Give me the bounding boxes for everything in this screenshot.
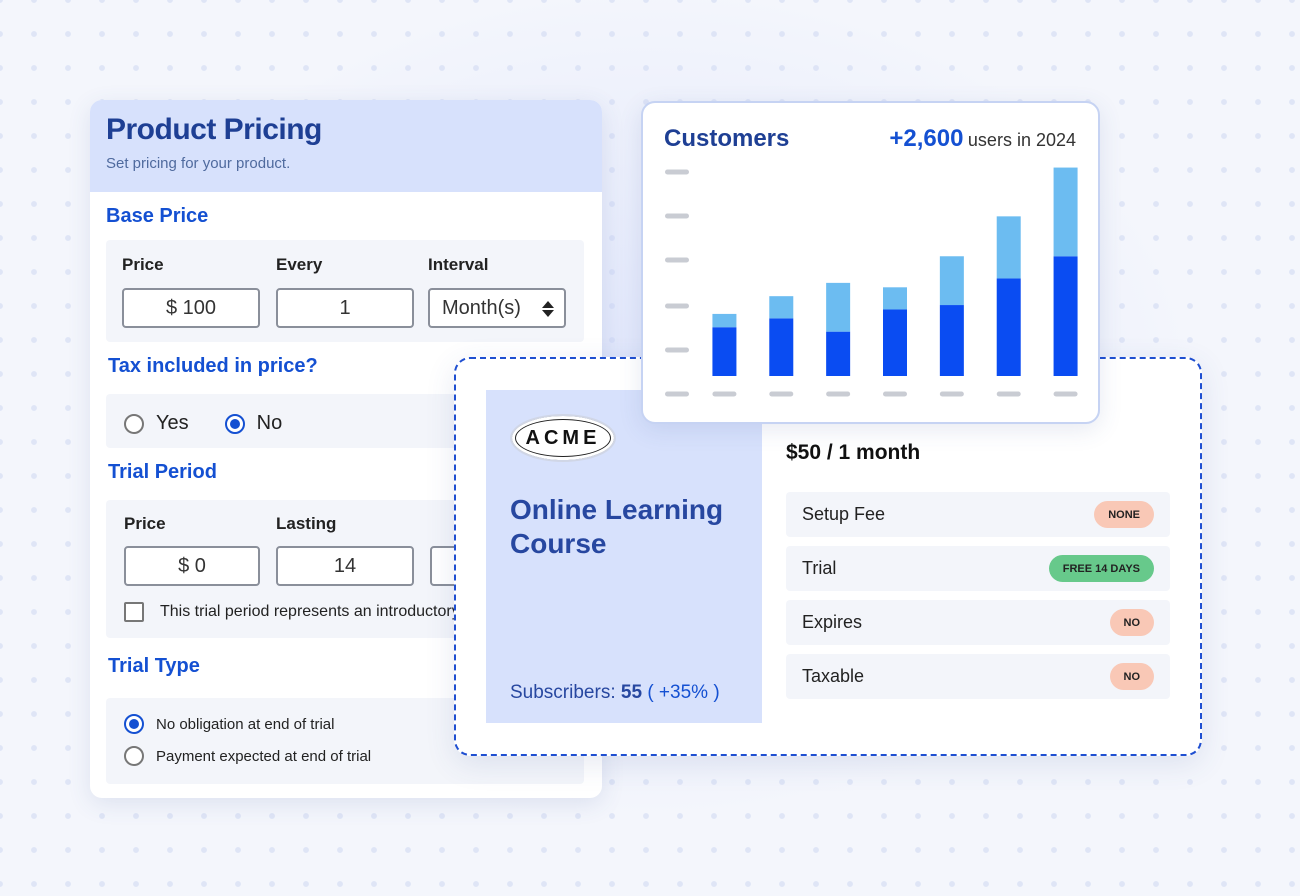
every-input[interactable]: 1 — [276, 288, 414, 328]
category-placeholder — [939, 391, 964, 397]
bar-segment — [996, 278, 1021, 376]
chart-title: Customers — [664, 125, 790, 152]
bar-segment — [939, 256, 964, 306]
field-label: Every — [276, 255, 323, 274]
axis-placeholder — [665, 257, 689, 263]
plan-price: $50 / 1 month — [786, 441, 921, 464]
plan-name: Online Learning Course — [510, 494, 724, 559]
badge: NO — [1109, 609, 1154, 636]
axis-placeholder — [665, 347, 689, 353]
bar-segment — [939, 305, 964, 376]
pricing-card: Product Pricing Set pricing for your pro… — [90, 100, 602, 798]
field-label: Price — [124, 514, 166, 533]
radio-option[interactable]: Payment expected at end of trial — [124, 746, 371, 766]
radio-group: No obligation at end of trial Payment exp… — [124, 714, 371, 766]
radio-group: Yes No — [124, 412, 282, 435]
checkbox[interactable] — [124, 602, 144, 622]
axis-placeholder — [665, 303, 689, 309]
radio — [124, 746, 144, 766]
radio-label: Payment expected at end of trial — [156, 747, 372, 765]
axis-placeholder — [665, 391, 689, 397]
field-label: Interval — [428, 255, 489, 274]
trial-price-input[interactable]: $ 0 — [124, 546, 260, 586]
category-placeholder — [712, 391, 737, 397]
plan-row: Expires NO — [786, 600, 1170, 645]
bar-segment — [996, 216, 1021, 279]
bar-segment — [826, 282, 851, 332]
select-value: Month(s) — [442, 296, 521, 319]
bar-chart — [665, 167, 1078, 397]
field-label: Price — [122, 255, 164, 274]
bar-segment — [712, 327, 737, 376]
badge: NO — [1109, 663, 1154, 690]
radio — [124, 413, 144, 434]
subscribers-label: Subscribers: — [510, 682, 616, 703]
summary-caption: users in 2024 — [967, 130, 1076, 150]
card-title: Product Pricing — [106, 113, 322, 146]
bar-segment — [712, 313, 737, 328]
bar-segment — [1053, 167, 1078, 257]
category-placeholder — [883, 391, 907, 397]
section-heading: Tax included in price? — [108, 355, 318, 377]
row-label: Trial — [802, 558, 837, 578]
subscribers-change: ( +35% ) — [647, 682, 720, 703]
plan-row: Trial FREE 14 DAYS — [786, 546, 1170, 591]
radio — [124, 714, 144, 734]
customers-card: Customers +2,600 users in 2024 — [641, 101, 1100, 424]
row-label: Taxable — [802, 666, 865, 686]
checkbox-label: This trial period represents an introduc… — [160, 603, 460, 620]
subscribers: Subscribers: 55 ( +35% ) — [510, 682, 720, 704]
section-heading: Trial Period — [108, 461, 217, 483]
radio-label: No — [256, 412, 283, 434]
axis-placeholder — [665, 213, 689, 219]
category-placeholder — [769, 391, 794, 397]
radio-label: Yes — [156, 412, 189, 434]
select-arrows — [542, 301, 554, 317]
badge: NONE — [1094, 501, 1154, 528]
radio-option[interactable]: Yes — [124, 412, 189, 435]
row-label: Setup Fee — [802, 504, 886, 524]
card-subtitle: Set pricing for your product. — [106, 155, 291, 172]
section-heading: Trial Type — [108, 655, 200, 677]
bar-segment — [883, 309, 907, 376]
bar-segment — [769, 296, 794, 319]
axis-placeholder — [665, 169, 689, 175]
plan-panel: ACME Online Learning Course Subscribers:… — [486, 390, 762, 723]
logo: ACME — [510, 414, 616, 462]
radio — [224, 413, 245, 434]
subscribers-count: 55 — [620, 682, 643, 703]
radio-label: No obligation at end of trial — [156, 715, 335, 733]
chart-summary: +2,600 users in 2024 — [889, 125, 1076, 153]
card-header — [90, 100, 602, 192]
lasting-input[interactable]: 14 — [276, 546, 414, 586]
bar-segment — [769, 318, 794, 376]
bar-segment — [1053, 256, 1078, 376]
category-placeholder — [996, 391, 1021, 397]
badge: FREE 14 DAYS — [1048, 555, 1154, 582]
radio-option[interactable]: No obligation at end of trial — [124, 714, 371, 734]
plan-row: Setup Fee NONE — [786, 492, 1170, 537]
row-label: Expires — [802, 612, 863, 632]
field-label: Lasting — [276, 514, 337, 533]
category-placeholder — [1053, 391, 1078, 397]
bar-segment — [883, 287, 907, 310]
section-heading: Base Price — [106, 205, 209, 227]
plan-row: Taxable NO — [786, 654, 1170, 699]
price-input[interactable]: $ 100 — [122, 288, 260, 328]
bar-segment — [826, 331, 851, 376]
interval-select[interactable]: Month(s) — [428, 288, 566, 328]
category-placeholder — [826, 391, 851, 397]
summary-value: +2,600 — [889, 125, 964, 152]
radio-option[interactable]: No — [224, 412, 283, 435]
